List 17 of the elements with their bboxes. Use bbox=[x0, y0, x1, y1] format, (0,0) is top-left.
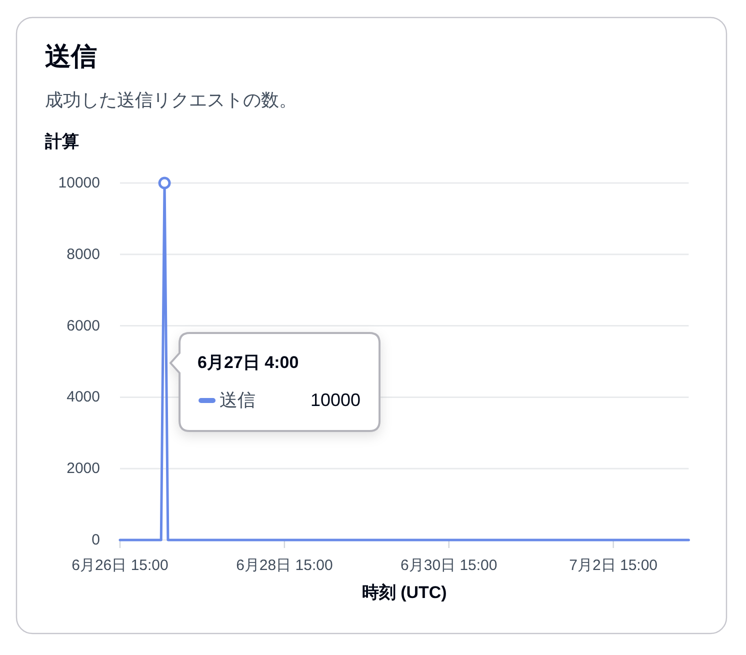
annotation: 6月27日 4:00 bbox=[198, 353, 299, 372]
subtitle: 成功した送信リクエストの数。 bbox=[45, 90, 297, 110]
x-tick-label: 7月2日 15:00 bbox=[569, 557, 658, 574]
y-tick-label: 0 bbox=[92, 532, 100, 548]
annotation: 10000 bbox=[310, 390, 361, 410]
title: 送信 bbox=[45, 41, 97, 71]
legend-label: 送信 bbox=[220, 390, 256, 410]
y-tick-label: 6000 bbox=[66, 317, 100, 334]
x-tick-label: 6月26日 15:00 bbox=[72, 557, 168, 574]
xlabel: 時刻 (UTC) bbox=[362, 583, 447, 602]
y-tick-label: 2000 bbox=[66, 460, 100, 478]
y-tick-label: 8000 bbox=[66, 246, 100, 263]
y-tick-label: 10000 bbox=[58, 174, 100, 192]
x-tick-label: 6月28日 15:00 bbox=[236, 557, 333, 574]
ylabel: 計算 bbox=[45, 132, 79, 151]
x-tick-label: 6月30日 15:00 bbox=[400, 557, 498, 574]
y-tick-label: 4000 bbox=[66, 388, 100, 406]
